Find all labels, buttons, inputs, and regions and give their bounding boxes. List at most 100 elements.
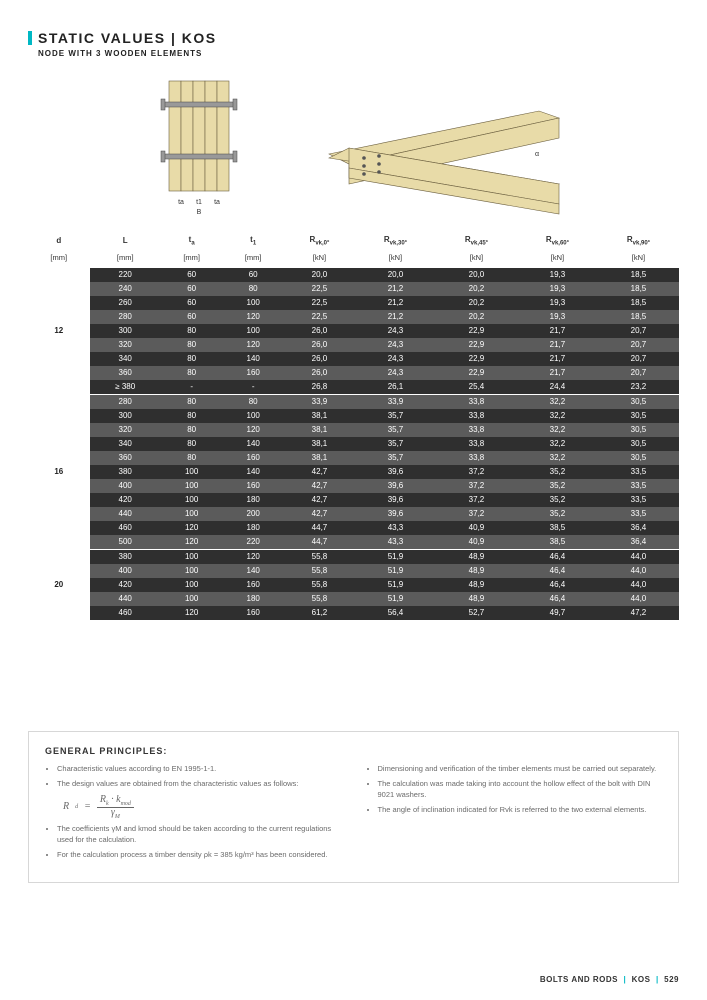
col-t1: t1 — [222, 232, 284, 250]
cell-t1: 120 — [222, 338, 284, 352]
table-row: 50012022044,743,340,938,536,4 — [28, 535, 679, 550]
note-right-item: Dimensioning and verification of the tim… — [378, 764, 663, 775]
cell-r30: 24,3 — [355, 324, 436, 338]
cell-r60: 32,2 — [517, 451, 598, 465]
cell-r0: 42,7 — [284, 479, 355, 493]
cell-r0: 61,2 — [284, 606, 355, 621]
cell-ta: 100 — [161, 549, 223, 564]
cell-r45: 22,9 — [436, 324, 517, 338]
page-title: STATIC VALUES | KOS — [38, 30, 217, 46]
cell-t1: 140 — [222, 465, 284, 479]
cell-r30: 35,7 — [355, 409, 436, 423]
cell-ta: 60 — [161, 268, 223, 282]
cell-r60: 38,5 — [517, 535, 598, 550]
label-ta2: ta — [214, 199, 220, 206]
cell-r30: 24,3 — [355, 366, 436, 380]
cell-r60: 49,7 — [517, 606, 598, 621]
cell-r90: 30,5 — [598, 451, 679, 465]
footer-sep2: | — [656, 975, 659, 984]
cell-r90: 20,7 — [598, 324, 679, 338]
table-row: 44010020042,739,637,235,233,5 — [28, 507, 679, 521]
cell-ta: 80 — [161, 338, 223, 352]
cell-ta: 60 — [161, 310, 223, 324]
label-B: B — [196, 209, 201, 216]
cell-r30: 21,2 — [355, 310, 436, 324]
cell-r30: 39,6 — [355, 465, 436, 479]
cell-L: 420 — [90, 493, 161, 507]
cell-ta: 60 — [161, 296, 223, 310]
cell-t1: 160 — [222, 479, 284, 493]
notes-right-col: Dimensioning and verification of the tim… — [366, 764, 663, 866]
cell-t1: - — [222, 380, 284, 395]
cell-r60: 35,2 — [517, 465, 598, 479]
cell-r45: 33,8 — [436, 437, 517, 451]
cell-r0: 42,7 — [284, 493, 355, 507]
cell-r30: 35,7 — [355, 437, 436, 451]
cell-L: 400 — [90, 564, 161, 578]
cell-t1: 60 — [222, 268, 284, 282]
d-cell: 12 — [28, 268, 90, 395]
table-body: 12220606020,020,020,019,318,5240608022,5… — [28, 268, 679, 621]
cell-r0: 38,1 — [284, 451, 355, 465]
cell-r90: 33,5 — [598, 479, 679, 493]
cell-L: 400 — [90, 479, 161, 493]
cell-ta: 80 — [161, 366, 223, 380]
cell-r45: 20,2 — [436, 296, 517, 310]
col-unit-r60: [kN] — [517, 250, 598, 268]
cell-r45: 48,9 — [436, 578, 517, 592]
label-alpha: α — [534, 151, 538, 158]
cell-ta: 120 — [161, 535, 223, 550]
cell-t1: 180 — [222, 592, 284, 606]
notes-title: GENERAL PRINCIPLES: — [45, 746, 662, 756]
cell-r60: 38,5 — [517, 521, 598, 535]
col-unit-ta: [mm] — [161, 250, 223, 268]
page-subtitle: NODE WITH 3 WOODEN ELEMENTS — [38, 49, 679, 58]
cell-r90: 30,5 — [598, 423, 679, 437]
cell-r60: 19,3 — [517, 296, 598, 310]
cell-r60: 46,4 — [517, 592, 598, 606]
header: STATIC VALUES | KOS NODE WITH 3 WOODEN E… — [28, 30, 679, 58]
cell-r30: 39,6 — [355, 493, 436, 507]
cell-ta: - — [161, 380, 223, 395]
table-row: 12220606020,020,020,019,318,5 — [28, 268, 679, 282]
cell-r60: 46,4 — [517, 549, 598, 564]
table-row: ≥ 380--26,826,125,424,423,2 — [28, 380, 679, 395]
cell-ta: 80 — [161, 451, 223, 465]
cell-r90: 44,0 — [598, 564, 679, 578]
cell-ta: 80 — [161, 437, 223, 451]
col-r45: Rvk,45° — [436, 232, 517, 250]
cell-r45: 22,9 — [436, 338, 517, 352]
cell-ta: 80 — [161, 352, 223, 366]
cell-t1: 80 — [222, 282, 284, 296]
cell-r0: 55,8 — [284, 592, 355, 606]
cell-L: 240 — [90, 282, 161, 296]
cell-L: 420 — [90, 578, 161, 592]
cell-r30: 21,2 — [355, 296, 436, 310]
col-r60: Rvk,60° — [517, 232, 598, 250]
cell-t1: 220 — [222, 535, 284, 550]
table-row: 2038010012055,851,948,946,444,0 — [28, 549, 679, 564]
cell-r0: 55,8 — [284, 564, 355, 578]
cell-r30: 51,9 — [355, 564, 436, 578]
cell-L: 460 — [90, 521, 161, 535]
cell-t1: 180 — [222, 493, 284, 507]
cell-r0: 42,7 — [284, 465, 355, 479]
cell-t1: 100 — [222, 296, 284, 310]
cell-r30: 20,0 — [355, 268, 436, 282]
cell-r60: 21,7 — [517, 352, 598, 366]
cell-r30: 39,6 — [355, 479, 436, 493]
page-footer: BOLTS AND RODS | KOS | 529 — [540, 975, 679, 984]
table-row: 42010018042,739,637,235,233,5 — [28, 493, 679, 507]
cell-ta: 120 — [161, 606, 223, 621]
cell-r90: 23,2 — [598, 380, 679, 395]
cell-t1: 80 — [222, 394, 284, 409]
cell-r45: 48,9 — [436, 549, 517, 564]
table-row: 42010016055,851,948,946,444,0 — [28, 578, 679, 592]
cell-t1: 140 — [222, 564, 284, 578]
cell-r60: 19,3 — [517, 282, 598, 296]
cell-L: 500 — [90, 535, 161, 550]
table-row: 3008010038,135,733,832,230,5 — [28, 409, 679, 423]
table-row: 3408014026,024,322,921,720,7 — [28, 352, 679, 366]
cell-r60: 32,2 — [517, 437, 598, 451]
general-principles: GENERAL PRINCIPLES: Characteristic value… — [28, 731, 679, 883]
